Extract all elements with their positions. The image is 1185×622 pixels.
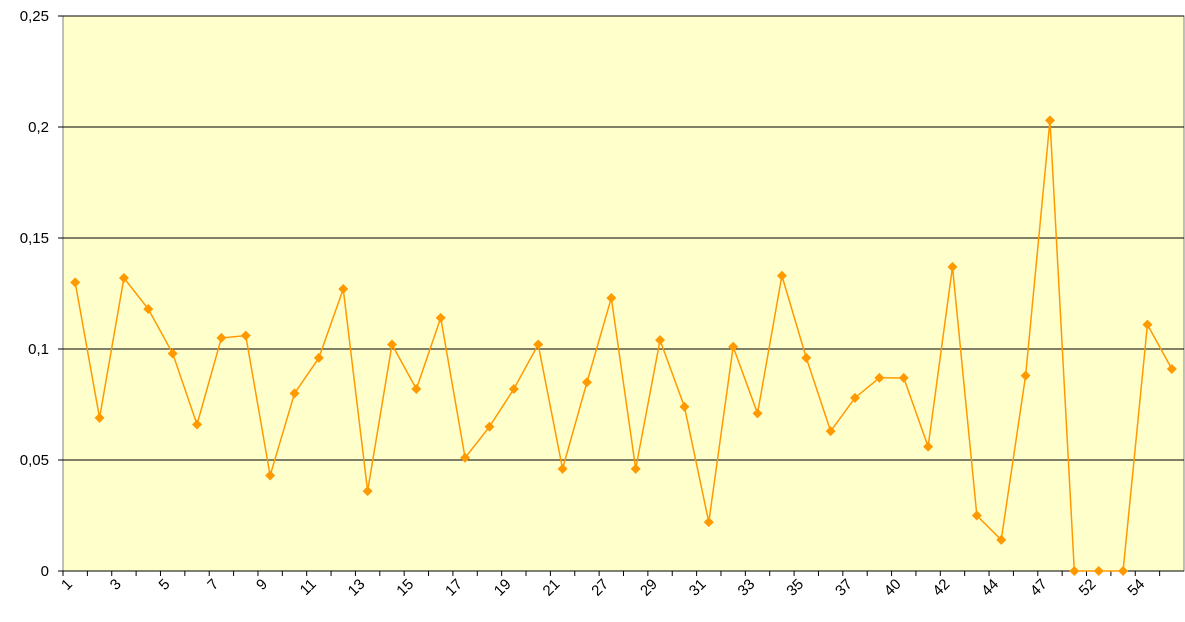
data-point xyxy=(94,412,105,423)
x-tick-label: 29 xyxy=(637,576,661,600)
data-point xyxy=(801,352,812,363)
data-point xyxy=(1118,566,1129,576)
y-tick-label: 0 xyxy=(41,563,49,580)
x-tick-label: 15 xyxy=(393,576,417,600)
x-tick-label: 40 xyxy=(881,576,905,600)
x-tick-label: 33 xyxy=(735,576,759,600)
x-tick-label: 7 xyxy=(204,576,222,594)
data-point xyxy=(411,383,422,394)
data-point xyxy=(947,261,958,272)
x-tick-label: 5 xyxy=(156,576,174,594)
data-point xyxy=(192,419,203,430)
x-tick-label: 3 xyxy=(107,576,125,594)
data-point xyxy=(265,470,276,481)
data-point xyxy=(435,312,446,323)
data-point xyxy=(630,463,641,474)
data-point xyxy=(825,426,836,437)
data-point xyxy=(508,383,519,394)
y-tick-label: 0,2 xyxy=(28,119,49,136)
data-point xyxy=(1142,319,1153,330)
data-point xyxy=(850,392,861,403)
y-tick-label: 0,05 xyxy=(20,452,49,469)
data-point xyxy=(1069,566,1080,576)
x-tick-label: 11 xyxy=(297,576,320,599)
x-tick-label: 44 xyxy=(978,576,1002,600)
data-point xyxy=(874,372,885,383)
data-point xyxy=(533,339,544,350)
x-tick-label: 9 xyxy=(253,576,271,594)
data-point xyxy=(460,452,471,463)
data-point xyxy=(606,292,617,303)
x-tick-label: 17 xyxy=(442,576,466,600)
data-point xyxy=(1093,566,1104,576)
y-tick-label: 0,1 xyxy=(28,341,49,358)
data-point xyxy=(386,339,397,350)
data-point xyxy=(679,401,690,412)
x-tick-label: 21 xyxy=(540,576,564,600)
data-point xyxy=(70,277,81,288)
data-point xyxy=(923,441,934,452)
data-point xyxy=(1020,370,1031,381)
data-point xyxy=(898,372,909,383)
series-line xyxy=(74,120,1173,572)
data-point xyxy=(655,335,666,346)
x-tick-label: 52 xyxy=(1076,576,1100,600)
plot-area xyxy=(62,15,1185,572)
x-tick-label: 42 xyxy=(929,576,953,600)
x-tick-label: 35 xyxy=(783,576,807,600)
data-point xyxy=(484,421,495,432)
x-tick-label: 47 xyxy=(1027,576,1051,600)
data-point xyxy=(971,510,982,521)
data-point xyxy=(167,348,178,359)
y-tick-label: 0,25 xyxy=(20,8,49,25)
data-point xyxy=(216,332,227,343)
data-point xyxy=(1166,363,1177,374)
data-point xyxy=(996,534,1007,545)
x-tick-label: 19 xyxy=(491,576,515,600)
data-point xyxy=(728,341,739,352)
data-point xyxy=(118,272,129,283)
data-point xyxy=(362,486,373,497)
data-point xyxy=(776,270,787,281)
data-point xyxy=(703,517,714,528)
data-point xyxy=(143,304,154,315)
data-point xyxy=(338,284,349,295)
data-point xyxy=(240,330,251,341)
x-tick-label: 54 xyxy=(1124,576,1148,600)
y-tick-label: 0,15 xyxy=(20,230,49,247)
data-point xyxy=(289,388,300,399)
data-point xyxy=(581,377,592,388)
data-point xyxy=(1044,115,1055,126)
data-point xyxy=(313,352,324,363)
x-tick-label: 31 xyxy=(686,576,710,600)
x-tick-label: 27 xyxy=(588,576,612,600)
x-tick-label: 37 xyxy=(832,576,856,600)
data-point xyxy=(752,408,763,419)
x-tick-label: 1 xyxy=(58,576,76,594)
data-point xyxy=(557,463,568,474)
x-tick-label: 13 xyxy=(345,576,369,600)
